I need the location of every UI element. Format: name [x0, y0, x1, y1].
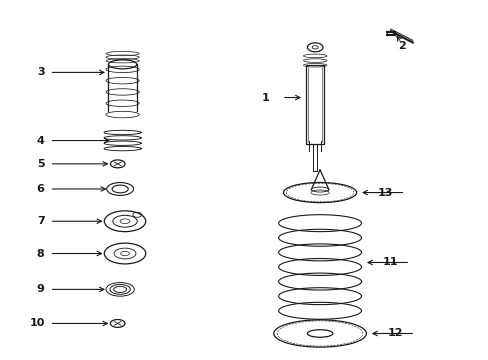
Text: 7: 7 [37, 216, 44, 226]
Text: 11: 11 [382, 257, 397, 267]
Text: 9: 9 [37, 284, 44, 294]
Text: 4: 4 [37, 136, 44, 145]
Text: 12: 12 [386, 328, 402, 338]
Text: 1: 1 [262, 93, 269, 103]
Text: 8: 8 [37, 248, 44, 258]
Text: 5: 5 [37, 159, 44, 169]
Text: 6: 6 [37, 184, 44, 194]
Text: 10: 10 [29, 319, 44, 328]
Text: 3: 3 [37, 67, 44, 77]
Bar [306, 65, 324, 144]
Text: 13: 13 [377, 188, 392, 198]
Text: 2: 2 [397, 41, 405, 50]
